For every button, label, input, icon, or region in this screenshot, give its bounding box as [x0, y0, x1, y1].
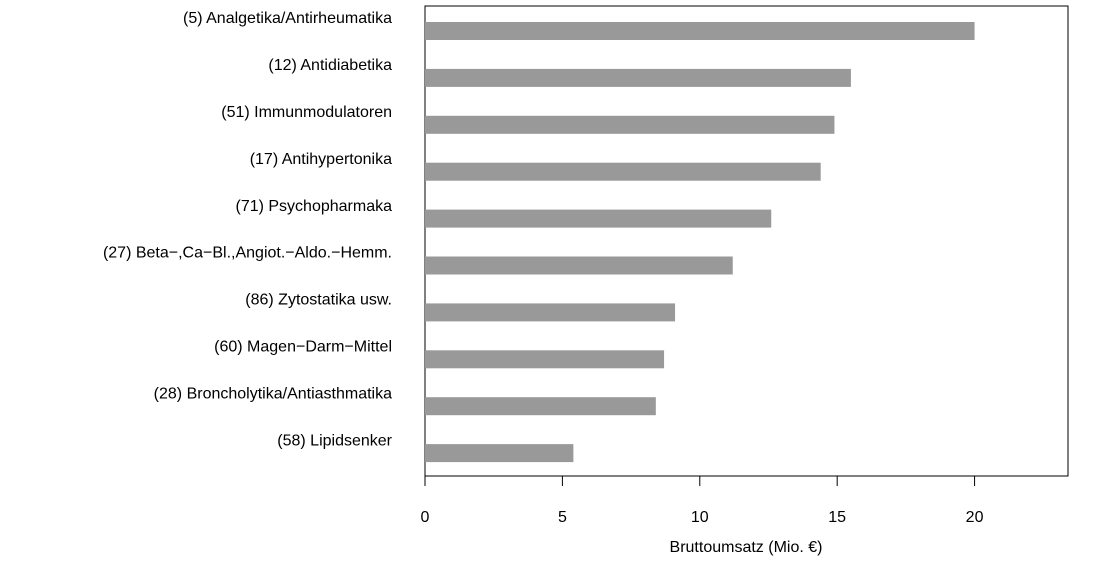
y-tick-label: (28) Broncholytika/Antiasthmatika: [154, 385, 392, 402]
bar: [425, 22, 975, 40]
y-tick-label: (5) Analgetika/Antirheumatika: [183, 10, 392, 27]
y-tick-label: (27) Beta−,Ca−Bl.,Angiot.−Aldo.−Hemm.: [103, 245, 392, 262]
bar: [425, 209, 772, 228]
y-tick-label: (86) Zytostatika usw.: [245, 292, 392, 309]
bar: [425, 350, 665, 369]
y-tick-label: (51) Immunmodulatoren: [221, 104, 392, 121]
y-tick-label: (17) Antihypertonika: [250, 151, 392, 168]
x-tick-label: 5: [558, 509, 567, 526]
y-tick-label: (71) Psychopharmaka: [235, 198, 392, 215]
x-axis-label: Bruttoumsatz (Mio. €): [670, 539, 823, 556]
y-tick-label: (58) Lipidsenker: [277, 432, 392, 449]
bar: [425, 256, 733, 275]
bar: [425, 68, 851, 87]
bar: [425, 303, 676, 322]
plot-frame: [424, 5, 1069, 477]
x-tick-label: 10: [691, 509, 709, 526]
x-tick-label: 0: [421, 509, 430, 526]
y-tick-label: (12) Antidiabetika: [268, 57, 392, 74]
bar: [425, 115, 835, 134]
bar: [425, 444, 574, 463]
bar: [425, 162, 821, 181]
y-tick-label: (60) Magen−Darm−Mittel: [214, 339, 392, 356]
bar: [425, 397, 656, 416]
x-tick-label: 15: [828, 509, 846, 526]
x-tick-label: 20: [966, 509, 984, 526]
